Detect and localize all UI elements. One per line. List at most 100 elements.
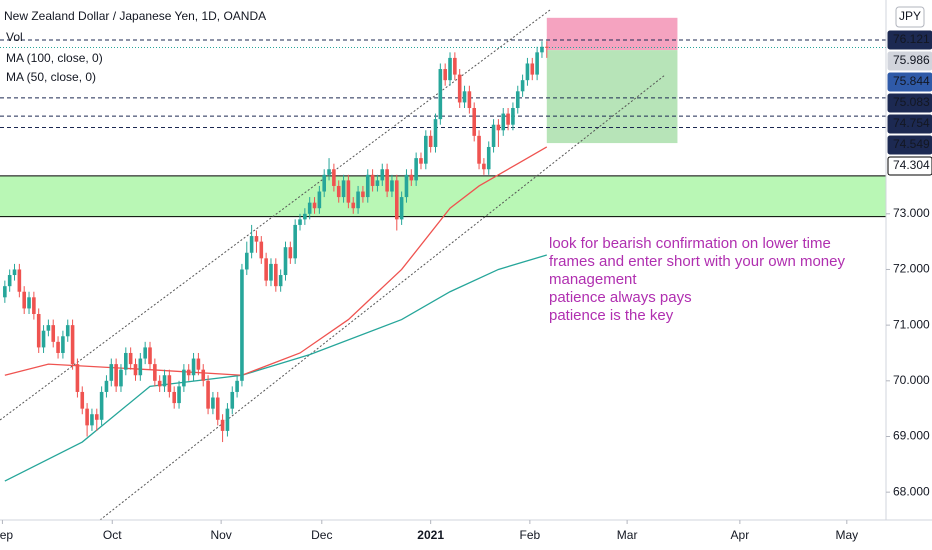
candle-body (424, 135, 428, 164)
candle-body (351, 202, 356, 209)
y-tick-label: 72.000 (893, 262, 930, 276)
candle-body (380, 169, 385, 181)
candle-body (177, 386, 181, 404)
candle-body (322, 174, 327, 192)
candle-body (186, 369, 191, 376)
annotation-line: frames and enter short with your own mon… (549, 253, 845, 270)
candle-body (143, 347, 147, 359)
x-tick-label: 2021 (417, 528, 444, 542)
candle-body (336, 185, 341, 198)
candle-body (332, 169, 336, 186)
candle-body (7, 275, 12, 287)
candle-body (153, 364, 157, 381)
x-tick-label: Apr (731, 528, 750, 542)
candle-body (36, 314, 41, 348)
price-label: 74.549 (893, 137, 930, 151)
currency-label[interactable]: JPY (899, 9, 921, 23)
candle-body (201, 369, 206, 381)
candle-body (298, 219, 302, 225)
annotation-line: patience always pays (549, 289, 692, 306)
candle-body (27, 297, 31, 309)
candle-body (293, 224, 297, 259)
candle-body (240, 269, 244, 381)
price-label: 75.844 (893, 74, 930, 88)
candle-body (361, 191, 365, 198)
candle-body (419, 158, 423, 164)
candle-body (448, 57, 452, 81)
legend-entry: MA (50, close, 0) (6, 70, 96, 84)
candle-body (274, 263, 278, 287)
candle-body (453, 57, 457, 75)
price-label: 75.083 (893, 95, 930, 109)
y-tick-label: 73.000 (893, 206, 930, 220)
candle-body (3, 286, 7, 298)
candle-body (32, 297, 36, 315)
price-label-box (887, 156, 932, 176)
candle-body (61, 336, 65, 353)
candle-body (288, 247, 293, 259)
candle-body (80, 391, 85, 409)
candle-body (99, 391, 104, 420)
candle-body (486, 146, 491, 170)
candle-body (385, 169, 389, 192)
candle-body (206, 380, 210, 409)
candle-body (94, 414, 99, 420)
x-tick-label: Dec (311, 528, 332, 542)
candle-body (511, 108, 515, 125)
candle-body (428, 135, 433, 147)
candle-body (196, 358, 201, 370)
moving-average (4, 254, 547, 482)
candle-body (225, 408, 230, 431)
candle-body (12, 269, 17, 276)
price-label-box (887, 135, 932, 155)
candle-body (491, 124, 496, 147)
candle-body (433, 119, 438, 147)
price-label: 74.754 (893, 116, 930, 130)
candle-body (365, 174, 370, 198)
candle-body (544, 46, 549, 48)
candle-body (409, 174, 414, 181)
candle-body (307, 202, 312, 214)
candle-body (65, 325, 70, 337)
legend-entry: MA (100, close, 0) (6, 51, 103, 65)
candle-body (399, 197, 404, 220)
x-tick-label: Mar (617, 528, 638, 542)
candle-body (414, 158, 418, 181)
candle-body (138, 358, 143, 376)
candle-body (259, 241, 264, 259)
candle-body (119, 369, 123, 387)
candle-body (356, 191, 360, 209)
x-tick-label: Feb (520, 528, 541, 542)
candle-body (317, 191, 322, 209)
x-tick-label: May (835, 528, 858, 542)
y-tick-label: 70.000 (893, 373, 930, 387)
background-layer (0, 17, 886, 218)
candle-body (496, 124, 501, 131)
axis-layer: 68.000 69.000 70.000 71.000 72.000 73.000 Sep O… (0, 30, 932, 542)
candle-body (530, 63, 535, 75)
candle-body (457, 74, 462, 103)
price-label-box (887, 30, 932, 50)
annotation-line: look for bearish confirmation on lower t… (549, 235, 831, 252)
candle-body (303, 213, 307, 220)
candle-body (482, 163, 486, 170)
candle-body (525, 63, 530, 81)
annotation-line: management (549, 271, 637, 288)
candle-body (109, 364, 114, 381)
candle-body (148, 347, 152, 365)
price-label: 76.121 (893, 32, 930, 46)
candle-body (394, 180, 399, 220)
candle-body (172, 391, 176, 404)
candle-body (244, 252, 249, 270)
candle-body (472, 108, 477, 136)
support-zone (0, 175, 886, 217)
candle-body (443, 69, 447, 81)
candle-body (167, 375, 172, 392)
currency-box[interactable] (895, 6, 925, 28)
candle-body (535, 52, 539, 75)
candle-body (85, 408, 89, 426)
candle-body (312, 202, 317, 209)
volume-label: Vol (6, 30, 23, 44)
candle-body (390, 180, 394, 192)
